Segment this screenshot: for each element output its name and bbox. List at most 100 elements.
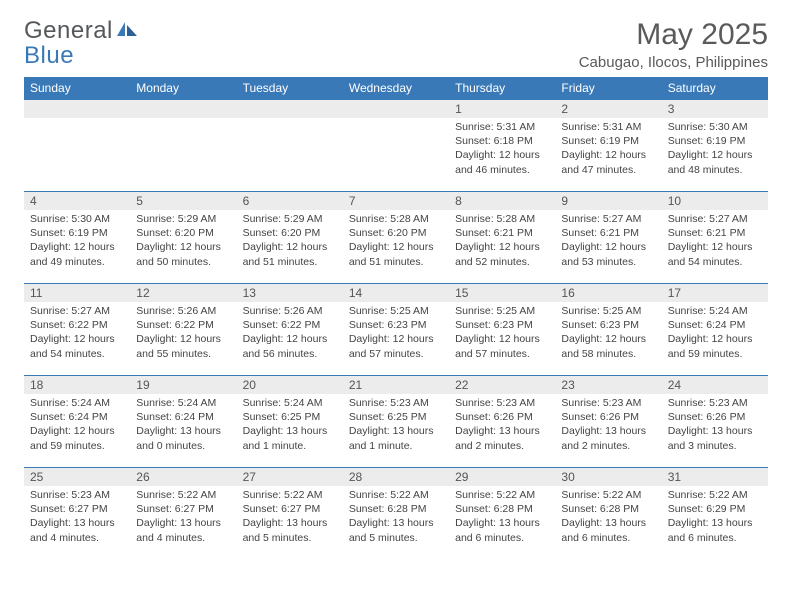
day-cell: 5Sunrise: 5:29 AMSunset: 6:20 PMDaylight… <box>130 192 236 284</box>
day-cell: 15Sunrise: 5:25 AMSunset: 6:23 PMDayligh… <box>449 284 555 376</box>
sunrise-text: Sunrise: 5:28 AM <box>349 212 443 226</box>
daylight-text: Daylight: 12 hours and 58 minutes. <box>561 332 655 360</box>
day-cell: 28Sunrise: 5:22 AMSunset: 6:28 PMDayligh… <box>343 468 449 560</box>
daylight-text: Daylight: 12 hours and 57 minutes. <box>349 332 443 360</box>
daylight-text: Daylight: 13 hours and 6 minutes. <box>561 516 655 544</box>
day-details: Sunrise: 5:26 AMSunset: 6:22 PMDaylight:… <box>237 302 343 365</box>
day-details: Sunrise: 5:28 AMSunset: 6:20 PMDaylight:… <box>343 210 449 273</box>
daylight-text: Daylight: 13 hours and 6 minutes. <box>455 516 549 544</box>
day-details: Sunrise: 5:23 AMSunset: 6:26 PMDaylight:… <box>555 394 661 457</box>
day-cell: 7Sunrise: 5:28 AMSunset: 6:20 PMDaylight… <box>343 192 449 284</box>
day-number: 24 <box>662 376 768 394</box>
day-number: 10 <box>662 192 768 210</box>
day-cell <box>24 100 130 192</box>
daylight-text: Daylight: 12 hours and 51 minutes. <box>349 240 443 268</box>
day-details <box>24 118 130 124</box>
day-cell: 9Sunrise: 5:27 AMSunset: 6:21 PMDaylight… <box>555 192 661 284</box>
daylight-text: Daylight: 13 hours and 2 minutes. <box>561 424 655 452</box>
sunset-text: Sunset: 6:27 PM <box>136 502 230 516</box>
day-details: Sunrise: 5:22 AMSunset: 6:27 PMDaylight:… <box>237 486 343 549</box>
sunrise-text: Sunrise: 5:27 AM <box>561 212 655 226</box>
calendar-body: 1Sunrise: 5:31 AMSunset: 6:18 PMDaylight… <box>24 100 768 560</box>
sunrise-text: Sunrise: 5:22 AM <box>243 488 337 502</box>
day-details: Sunrise: 5:24 AMSunset: 6:24 PMDaylight:… <box>130 394 236 457</box>
sunrise-text: Sunrise: 5:25 AM <box>561 304 655 318</box>
sunset-text: Sunset: 6:28 PM <box>561 502 655 516</box>
day-details: Sunrise: 5:26 AMSunset: 6:22 PMDaylight:… <box>130 302 236 365</box>
sunrise-text: Sunrise: 5:22 AM <box>561 488 655 502</box>
weekday-thu: Thursday <box>449 77 555 100</box>
day-cell: 16Sunrise: 5:25 AMSunset: 6:23 PMDayligh… <box>555 284 661 376</box>
weekday-header-row: Sunday Monday Tuesday Wednesday Thursday… <box>24 77 768 100</box>
sunset-text: Sunset: 6:23 PM <box>349 318 443 332</box>
day-details: Sunrise: 5:27 AMSunset: 6:22 PMDaylight:… <box>24 302 130 365</box>
day-details: Sunrise: 5:24 AMSunset: 6:24 PMDaylight:… <box>24 394 130 457</box>
day-details: Sunrise: 5:23 AMSunset: 6:27 PMDaylight:… <box>24 486 130 549</box>
day-number: 3 <box>662 100 768 118</box>
day-details: Sunrise: 5:22 AMSunset: 6:28 PMDaylight:… <box>449 486 555 549</box>
sunrise-text: Sunrise: 5:24 AM <box>668 304 762 318</box>
daylight-text: Daylight: 12 hours and 48 minutes. <box>668 148 762 176</box>
day-cell: 30Sunrise: 5:22 AMSunset: 6:28 PMDayligh… <box>555 468 661 560</box>
day-number: 17 <box>662 284 768 302</box>
day-details <box>130 118 236 124</box>
day-details <box>237 118 343 124</box>
day-number: 25 <box>24 468 130 486</box>
day-cell: 17Sunrise: 5:24 AMSunset: 6:24 PMDayligh… <box>662 284 768 376</box>
daylight-text: Daylight: 12 hours and 55 minutes. <box>136 332 230 360</box>
daylight-text: Daylight: 12 hours and 56 minutes. <box>243 332 337 360</box>
day-number: 13 <box>237 284 343 302</box>
day-details: Sunrise: 5:23 AMSunset: 6:26 PMDaylight:… <box>662 394 768 457</box>
day-cell: 21Sunrise: 5:23 AMSunset: 6:25 PMDayligh… <box>343 376 449 468</box>
brand-name-b: Blue <box>24 42 74 69</box>
sunrise-text: Sunrise: 5:30 AM <box>30 212 124 226</box>
day-number: 8 <box>449 192 555 210</box>
day-details: Sunrise: 5:29 AMSunset: 6:20 PMDaylight:… <box>237 210 343 273</box>
sunrise-text: Sunrise: 5:23 AM <box>668 396 762 410</box>
sunset-text: Sunset: 6:26 PM <box>561 410 655 424</box>
day-number: 31 <box>662 468 768 486</box>
day-number: 12 <box>130 284 236 302</box>
day-number: 9 <box>555 192 661 210</box>
day-details: Sunrise: 5:25 AMSunset: 6:23 PMDaylight:… <box>555 302 661 365</box>
day-number: 22 <box>449 376 555 394</box>
calendar-table: Sunday Monday Tuesday Wednesday Thursday… <box>24 77 768 560</box>
day-cell: 25Sunrise: 5:23 AMSunset: 6:27 PMDayligh… <box>24 468 130 560</box>
sunset-text: Sunset: 6:24 PM <box>136 410 230 424</box>
day-cell: 31Sunrise: 5:22 AMSunset: 6:29 PMDayligh… <box>662 468 768 560</box>
day-number: 4 <box>24 192 130 210</box>
day-cell: 2Sunrise: 5:31 AMSunset: 6:19 PMDaylight… <box>555 100 661 192</box>
day-number: 29 <box>449 468 555 486</box>
brand-logo: GeneralBlue <box>24 18 139 68</box>
daylight-text: Daylight: 13 hours and 2 minutes. <box>455 424 549 452</box>
daylight-text: Daylight: 12 hours and 54 minutes. <box>668 240 762 268</box>
day-number: 2 <box>555 100 661 118</box>
sunrise-text: Sunrise: 5:23 AM <box>455 396 549 410</box>
day-cell: 8Sunrise: 5:28 AMSunset: 6:21 PMDaylight… <box>449 192 555 284</box>
sunset-text: Sunset: 6:18 PM <box>455 134 549 148</box>
day-cell: 11Sunrise: 5:27 AMSunset: 6:22 PMDayligh… <box>24 284 130 376</box>
sunset-text: Sunset: 6:27 PM <box>243 502 337 516</box>
sunrise-text: Sunrise: 5:22 AM <box>349 488 443 502</box>
sunset-text: Sunset: 6:24 PM <box>30 410 124 424</box>
day-details: Sunrise: 5:25 AMSunset: 6:23 PMDaylight:… <box>449 302 555 365</box>
sunset-text: Sunset: 6:22 PM <box>243 318 337 332</box>
calendar-page: GeneralBlue May 2025 Cabugao, Ilocos, Ph… <box>0 0 792 560</box>
day-cell: 10Sunrise: 5:27 AMSunset: 6:21 PMDayligh… <box>662 192 768 284</box>
day-number: 27 <box>237 468 343 486</box>
sunrise-text: Sunrise: 5:27 AM <box>668 212 762 226</box>
day-cell: 24Sunrise: 5:23 AMSunset: 6:26 PMDayligh… <box>662 376 768 468</box>
day-number <box>237 100 343 118</box>
sunset-text: Sunset: 6:21 PM <box>455 226 549 240</box>
sunrise-text: Sunrise: 5:24 AM <box>30 396 124 410</box>
sunrise-text: Sunrise: 5:28 AM <box>455 212 549 226</box>
daylight-text: Daylight: 13 hours and 1 minute. <box>243 424 337 452</box>
day-cell: 29Sunrise: 5:22 AMSunset: 6:28 PMDayligh… <box>449 468 555 560</box>
sunrise-text: Sunrise: 5:26 AM <box>136 304 230 318</box>
sunset-text: Sunset: 6:23 PM <box>561 318 655 332</box>
day-number: 28 <box>343 468 449 486</box>
day-number: 7 <box>343 192 449 210</box>
day-cell: 20Sunrise: 5:24 AMSunset: 6:25 PMDayligh… <box>237 376 343 468</box>
day-number: 16 <box>555 284 661 302</box>
sunrise-text: Sunrise: 5:27 AM <box>30 304 124 318</box>
